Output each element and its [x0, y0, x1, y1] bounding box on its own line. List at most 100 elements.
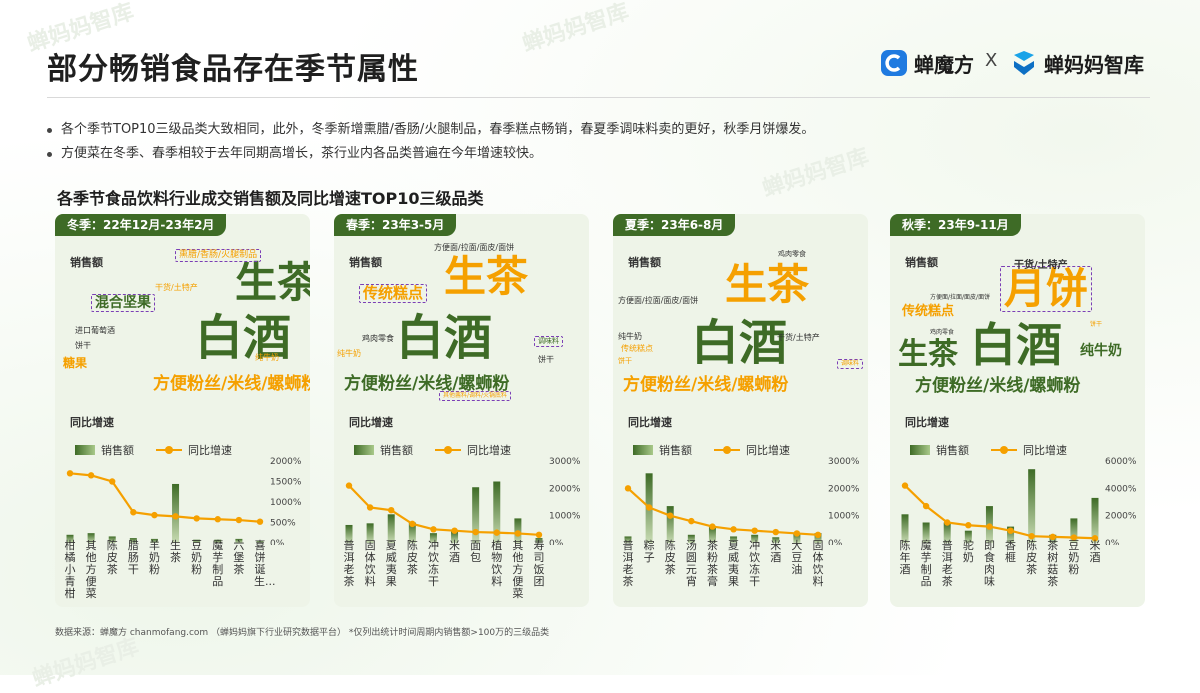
combo-chart: 2000% 1500% 1000% 500% 0% — [66, 457, 302, 545]
sales-bar — [793, 533, 801, 543]
legend-sales-swatch — [354, 445, 374, 455]
category-label: 面包 — [470, 539, 482, 564]
bullet-text: 方便菜在冬季、春季相较于去年同期高增长，茶行业内各品类普遍在今年增速较快。 — [61, 146, 543, 161]
y-tick-label: 0% — [270, 539, 285, 545]
sales-label: 销售额 — [70, 256, 103, 269]
legend-growth-label: 同比增速 — [467, 444, 511, 457]
sales-bar — [943, 522, 951, 543]
category-label: 生茶 — [170, 539, 182, 564]
wordcloud-term: 方便粉丝/米线/螺蛳粉 — [153, 374, 310, 394]
growth-point — [193, 515, 200, 522]
wordcloud-term: 饼干 — [618, 357, 632, 365]
growth-point — [667, 512, 674, 519]
growth-point — [66, 470, 74, 477]
category-label: 陈皮茶 — [1026, 539, 1038, 576]
growth-line — [348, 484, 540, 536]
sales-bar — [87, 533, 95, 543]
category-label: 即食肉味 — [983, 539, 995, 588]
growth-label: 同比增速 — [349, 416, 393, 429]
legend-growth-swatch — [991, 445, 1017, 455]
growth-line — [69, 472, 261, 523]
sales-bar — [687, 534, 695, 543]
category-label: 普洱老茶 — [941, 539, 953, 588]
season-tab: 春季：23年3-5月 — [334, 214, 457, 236]
y-tick-label: 1500% — [270, 478, 302, 488]
wordcloud-term: 干货/土特产 — [1014, 260, 1068, 271]
wordcloud-term: 其他酱料/调料/火锅底料 — [439, 391, 512, 401]
growth-point — [709, 523, 716, 530]
wordcloud-term: 生茶 — [898, 337, 958, 372]
category-label: 陈皮茶 — [664, 539, 676, 576]
sales-bar — [214, 539, 222, 543]
wordcloud-term: 方便粉丝/米线/螺蛳粉 — [344, 374, 510, 394]
season-panel: 春季：23年3-5月 销售额 白酒 生茶 方便粉丝/米线/螺蛳粉 传统糕点 方便面/拉面/面… — [334, 214, 589, 607]
category-label: 陈皮茶 — [106, 539, 118, 576]
growth-point — [235, 516, 243, 524]
growth-point — [986, 523, 993, 530]
growth-label: 同比增速 — [70, 416, 114, 429]
growth-point — [409, 520, 416, 528]
y-tick-label: 0% — [549, 539, 564, 545]
wordcloud-term: 方便面/拉面/面皮/面饼 — [434, 243, 515, 252]
wordcloud-term: 传统糕点 — [621, 344, 653, 353]
growth-point — [944, 519, 951, 526]
wordcloud-term: 方便粉丝/米线/螺蛳粉 — [623, 375, 789, 395]
category-label: 茶树菇茶 — [1047, 539, 1059, 588]
growth-point — [172, 513, 179, 520]
sales-bar — [387, 514, 395, 543]
sales-bar — [751, 534, 759, 543]
growth-point — [922, 502, 930, 510]
category-label: 夏威夷果 — [385, 539, 397, 588]
category-label: 其他方便菜 — [85, 539, 97, 600]
growth-point — [688, 517, 695, 525]
growth-point — [514, 530, 522, 537]
legend-growth-label: 同比增速 — [1023, 444, 1067, 457]
growth-point — [345, 482, 353, 489]
y-tick-label: 6000% — [1105, 457, 1137, 467]
growth-line — [904, 484, 1096, 540]
combo-chart: 3000% 2000% 1000% 0% — [345, 457, 581, 545]
wordcloud-term: 调味料 — [534, 336, 563, 347]
sales-bar — [129, 538, 137, 543]
y-tick-label: 1000% — [270, 498, 302, 508]
season-tab: 冬季：22年12月-23年2月 — [55, 214, 227, 236]
sales-bar — [922, 522, 930, 543]
category-label: 豆奶粉 — [191, 539, 203, 576]
category-label: 米酒 — [1089, 539, 1101, 564]
growth-point — [751, 527, 758, 534]
category-label: 冲饮冻干 — [749, 539, 761, 588]
growth-point — [1007, 527, 1014, 534]
category-label: 喜饼诞生... — [254, 539, 276, 588]
sales-bar — [472, 487, 480, 543]
wordcloud-term: 纯牛奶 — [255, 353, 279, 362]
wordcloud-term: 饼干 — [1090, 321, 1103, 328]
category-axis: 柑橘小青柑 其他方便菜 陈皮茶 腊肠干 羊奶粉 生茶 豆奶粉 魔芋制品 六堡茶 喜饼诞生... — [55, 540, 310, 602]
chanmofang-logo-icon — [881, 50, 907, 76]
wordcloud-term: 月饼 — [1000, 266, 1093, 312]
y-tick-label: 2000% — [1105, 512, 1137, 522]
sales-bar — [901, 514, 909, 543]
wordcloud-term: 混合坚果 — [91, 294, 155, 312]
growth-line — [627, 487, 819, 536]
growth-point — [645, 504, 653, 511]
legend-growth-swatch — [714, 445, 740, 455]
brand-separator: X — [985, 50, 998, 71]
legend-growth-label: 同比增速 — [746, 444, 790, 457]
y-tick-label: 4000% — [1105, 484, 1137, 494]
sales-label: 销售额 — [628, 256, 661, 269]
wordcloud-term: 传统糕点 — [359, 284, 428, 303]
category-label: 陈年酒 — [899, 539, 911, 576]
growth-point — [472, 528, 479, 536]
category-label: 植物饮料 — [491, 539, 503, 588]
brand-name: 蝉妈妈智库 — [1044, 52, 1144, 77]
wordcloud-term: 传统糕点 — [902, 304, 955, 319]
divider — [47, 97, 1150, 98]
sales-bar — [108, 536, 116, 543]
sales-label: 销售额 — [349, 256, 382, 269]
wordcloud-term: 纯牛奶 — [337, 349, 361, 358]
sales-bar — [256, 540, 264, 543]
category-label: 米酒 — [449, 539, 461, 564]
wordcloud-term: 生茶 — [235, 258, 310, 307]
bullet-text: 各个季节TOP10三级品类大致相同，此外，冬季新增熏腊/香肠/火腿制品，春季糕点… — [61, 122, 815, 137]
y-tick-label: 1000% — [549, 512, 581, 522]
